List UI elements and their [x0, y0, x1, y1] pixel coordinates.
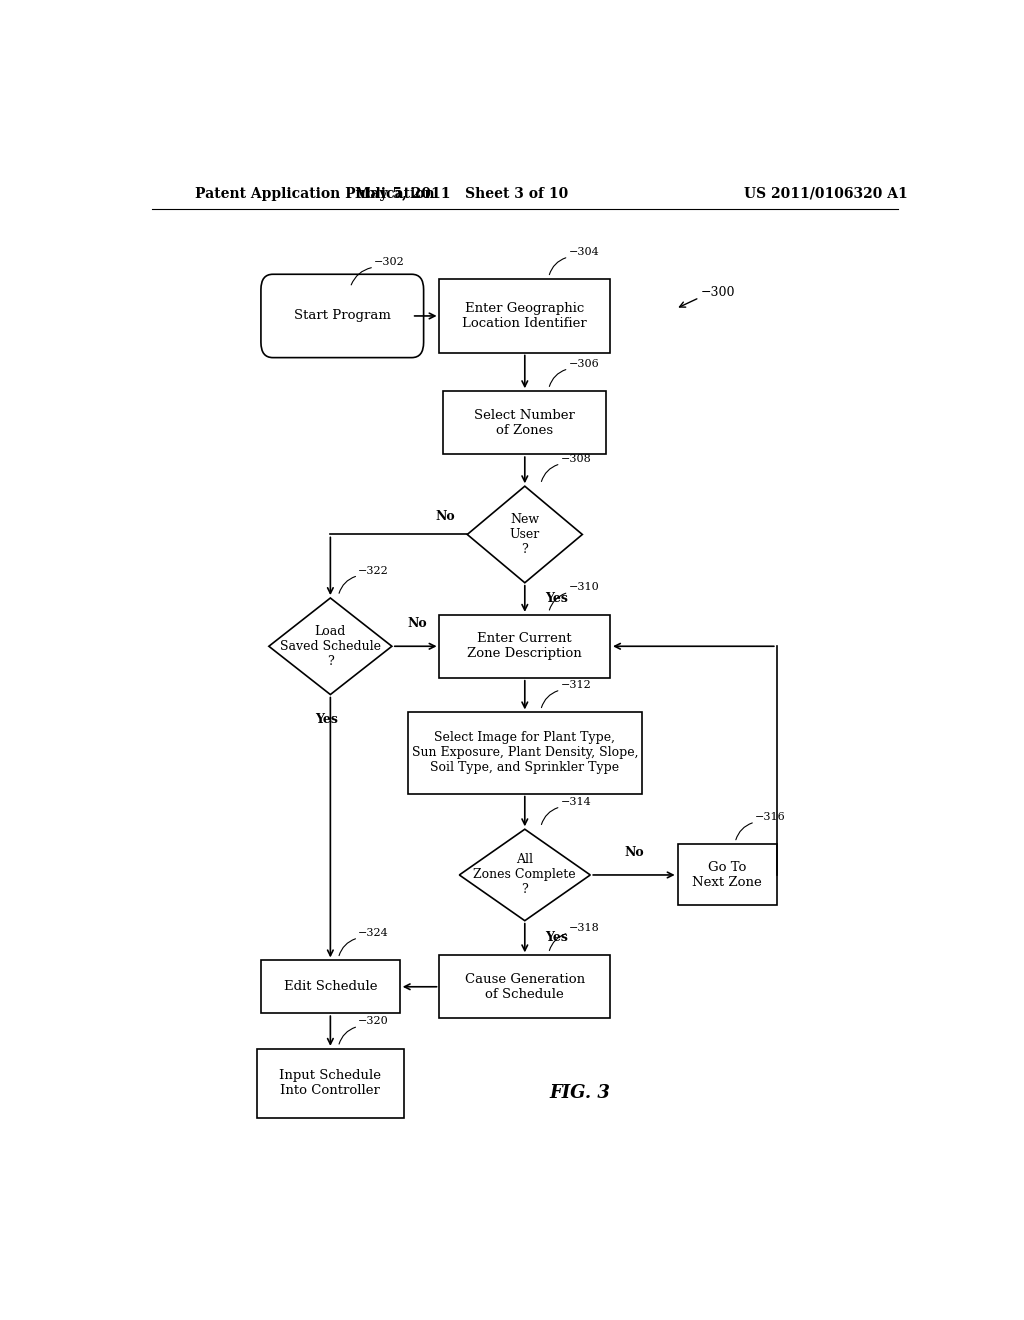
Text: −304: −304	[568, 247, 599, 257]
Text: Cause Generation
of Schedule: Cause Generation of Schedule	[465, 973, 585, 1001]
Text: −322: −322	[358, 566, 389, 576]
Text: May 5, 2011   Sheet 3 of 10: May 5, 2011 Sheet 3 of 10	[354, 187, 568, 201]
Text: Select Image for Plant Type,
Sun Exposure, Plant Density, Slope,
Soil Type, and : Select Image for Plant Type, Sun Exposur…	[412, 731, 638, 775]
Text: Start Program: Start Program	[294, 309, 391, 322]
Text: −318: −318	[568, 923, 599, 933]
FancyBboxPatch shape	[261, 275, 424, 358]
Text: Patent Application Publication: Patent Application Publication	[196, 187, 435, 201]
Text: Yes: Yes	[545, 593, 567, 606]
Text: −312: −312	[560, 680, 591, 690]
FancyBboxPatch shape	[439, 615, 610, 677]
FancyBboxPatch shape	[408, 713, 642, 793]
Text: Edit Schedule: Edit Schedule	[284, 981, 377, 993]
Text: No: No	[408, 618, 427, 631]
Text: FIG. 3: FIG. 3	[550, 1085, 610, 1102]
Text: −324: −324	[358, 928, 389, 939]
Text: Yes: Yes	[315, 713, 338, 726]
Text: Input Schedule
Into Controller: Input Schedule Into Controller	[280, 1069, 381, 1097]
FancyBboxPatch shape	[439, 280, 610, 352]
Text: Select Number
of Zones: Select Number of Zones	[474, 409, 575, 437]
Text: −308: −308	[560, 454, 591, 463]
FancyBboxPatch shape	[443, 391, 606, 454]
Text: Load
Saved Schedule
?: Load Saved Schedule ?	[280, 624, 381, 668]
Text: −316: −316	[755, 812, 785, 822]
FancyBboxPatch shape	[261, 961, 399, 1014]
FancyBboxPatch shape	[439, 956, 610, 1018]
Text: Go To
Next Zone: Go To Next Zone	[692, 861, 762, 888]
Text: Enter Geographic
Location Identifier: Enter Geographic Location Identifier	[463, 302, 587, 330]
Text: −302: −302	[374, 257, 404, 267]
Text: −314: −314	[560, 797, 591, 807]
Text: No: No	[624, 846, 644, 859]
Polygon shape	[269, 598, 392, 694]
Text: −310: −310	[568, 582, 599, 593]
Text: Enter Current
Zone Description: Enter Current Zone Description	[467, 632, 583, 660]
Text: US 2011/0106320 A1: US 2011/0106320 A1	[744, 187, 908, 201]
Polygon shape	[460, 829, 590, 921]
FancyBboxPatch shape	[678, 845, 777, 906]
Text: −306: −306	[568, 359, 599, 368]
Text: −300: −300	[701, 285, 735, 298]
Text: All
Zones Complete
?: All Zones Complete ?	[473, 854, 577, 896]
FancyBboxPatch shape	[257, 1049, 403, 1118]
Text: New
User
?: New User ?	[510, 513, 540, 556]
Text: Yes: Yes	[545, 932, 567, 945]
Text: No: No	[436, 510, 456, 523]
Text: −320: −320	[358, 1016, 389, 1027]
Polygon shape	[467, 486, 583, 582]
